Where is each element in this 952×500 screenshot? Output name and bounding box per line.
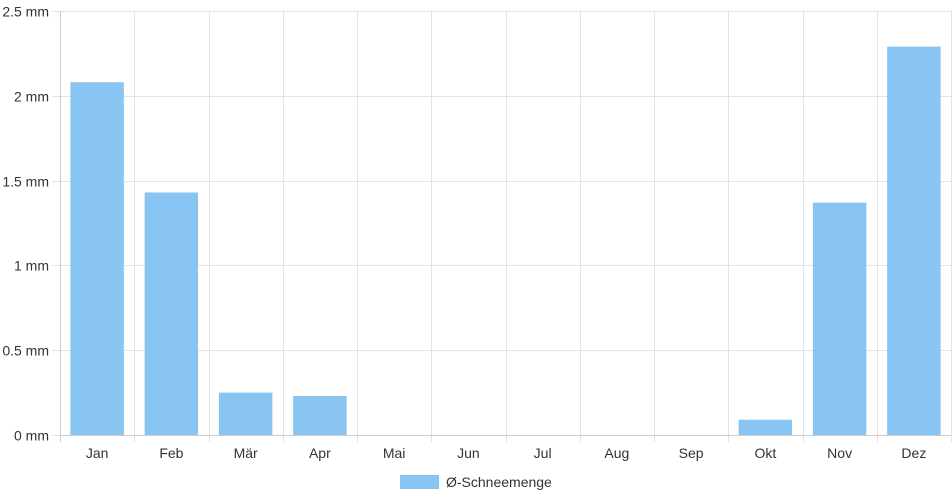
x-tick-label: Okt [754, 445, 776, 461]
x-tick-label: Apr [309, 445, 331, 461]
y-axis-labels: 0 mm 0.5 mm 1 mm 1.5 mm 2 mm 2.5 mm [2, 4, 49, 444]
legend-label[interactable]: Ø-Schneemenge [446, 474, 552, 490]
x-tick-label: Jun [457, 445, 480, 461]
y-tick-label: 2.5 mm [2, 4, 49, 20]
grid-lines [52, 11, 952, 442]
bar-dez[interactable] [887, 46, 941, 436]
y-tick-label: 2 mm [14, 89, 49, 105]
y-tick-label: 0.5 mm [2, 343, 49, 359]
x-tick-label: Mai [383, 445, 406, 461]
legend[interactable]: Ø-Schneemenge [400, 474, 552, 490]
x-tick-label: Jul [534, 445, 552, 461]
x-tick-label: Nov [827, 445, 852, 461]
bar-apr[interactable] [293, 395, 347, 435]
bar-feb[interactable] [144, 192, 199, 435]
y-tick-label: 1 mm [14, 258, 49, 274]
legend-swatch[interactable] [400, 475, 439, 489]
x-tick-label: Dez [901, 445, 926, 461]
axes [60, 11, 951, 442]
x-tick-label: Jan [86, 445, 109, 461]
x-tick-label: Aug [604, 445, 629, 461]
y-tick-label: 1.5 mm [2, 174, 49, 190]
bar-nov[interactable] [812, 202, 867, 435]
bar-mär[interactable] [218, 392, 273, 435]
x-tick-label: Mär [234, 445, 258, 461]
bar-jan[interactable] [70, 82, 124, 435]
bar-okt[interactable] [738, 419, 793, 435]
bar-series [70, 46, 941, 436]
x-tick-label: Feb [159, 445, 183, 461]
x-tick-label: Sep [679, 445, 704, 461]
x-axis-labels: Jan Feb Mär Apr Mai Jun Jul Aug Sep Okt Nov Dez [86, 445, 926, 461]
y-tick-label: 0 mm [14, 428, 49, 444]
